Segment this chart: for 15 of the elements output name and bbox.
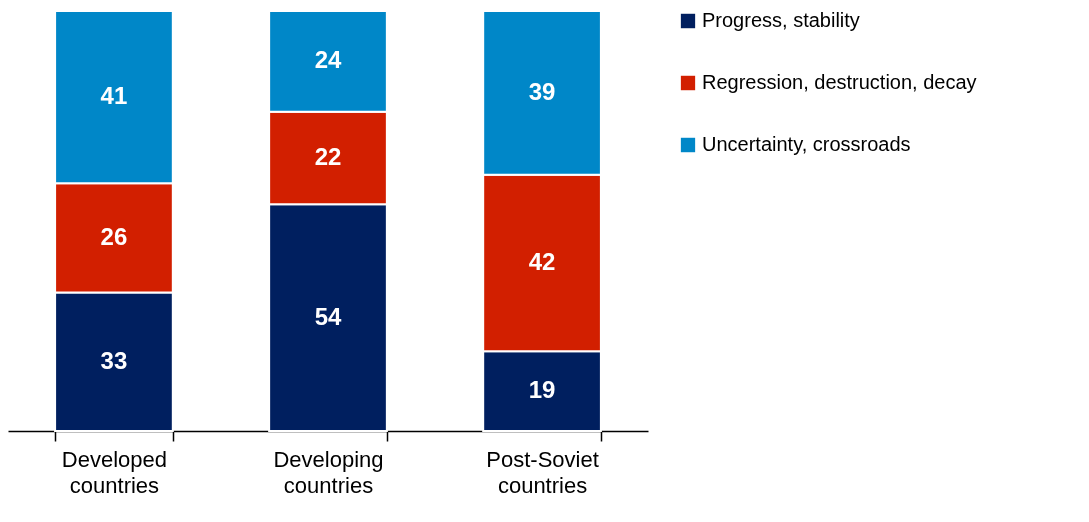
data-label: 54 bbox=[314, 302, 342, 330]
legend-label: Regression, destruction, decay bbox=[702, 71, 977, 93]
data-label: 41 bbox=[100, 82, 128, 110]
data-label: 42 bbox=[528, 248, 556, 275]
x-tick-label: Developing countries bbox=[273, 446, 384, 498]
data-label: 22 bbox=[314, 143, 342, 170]
data-label: 24 bbox=[314, 46, 342, 74]
data-label: 33 bbox=[100, 346, 128, 374]
x-tick-label: Post-Soviet countries bbox=[486, 446, 599, 498]
legend-label: Progress, stability bbox=[702, 9, 860, 31]
legend-label: Uncertainty, crossroads bbox=[702, 133, 911, 155]
data-label: 19 bbox=[528, 376, 556, 404]
data-label: 26 bbox=[100, 222, 128, 250]
x-tick-label: Developed countries bbox=[61, 446, 168, 498]
data-label: 39 bbox=[528, 77, 556, 105]
